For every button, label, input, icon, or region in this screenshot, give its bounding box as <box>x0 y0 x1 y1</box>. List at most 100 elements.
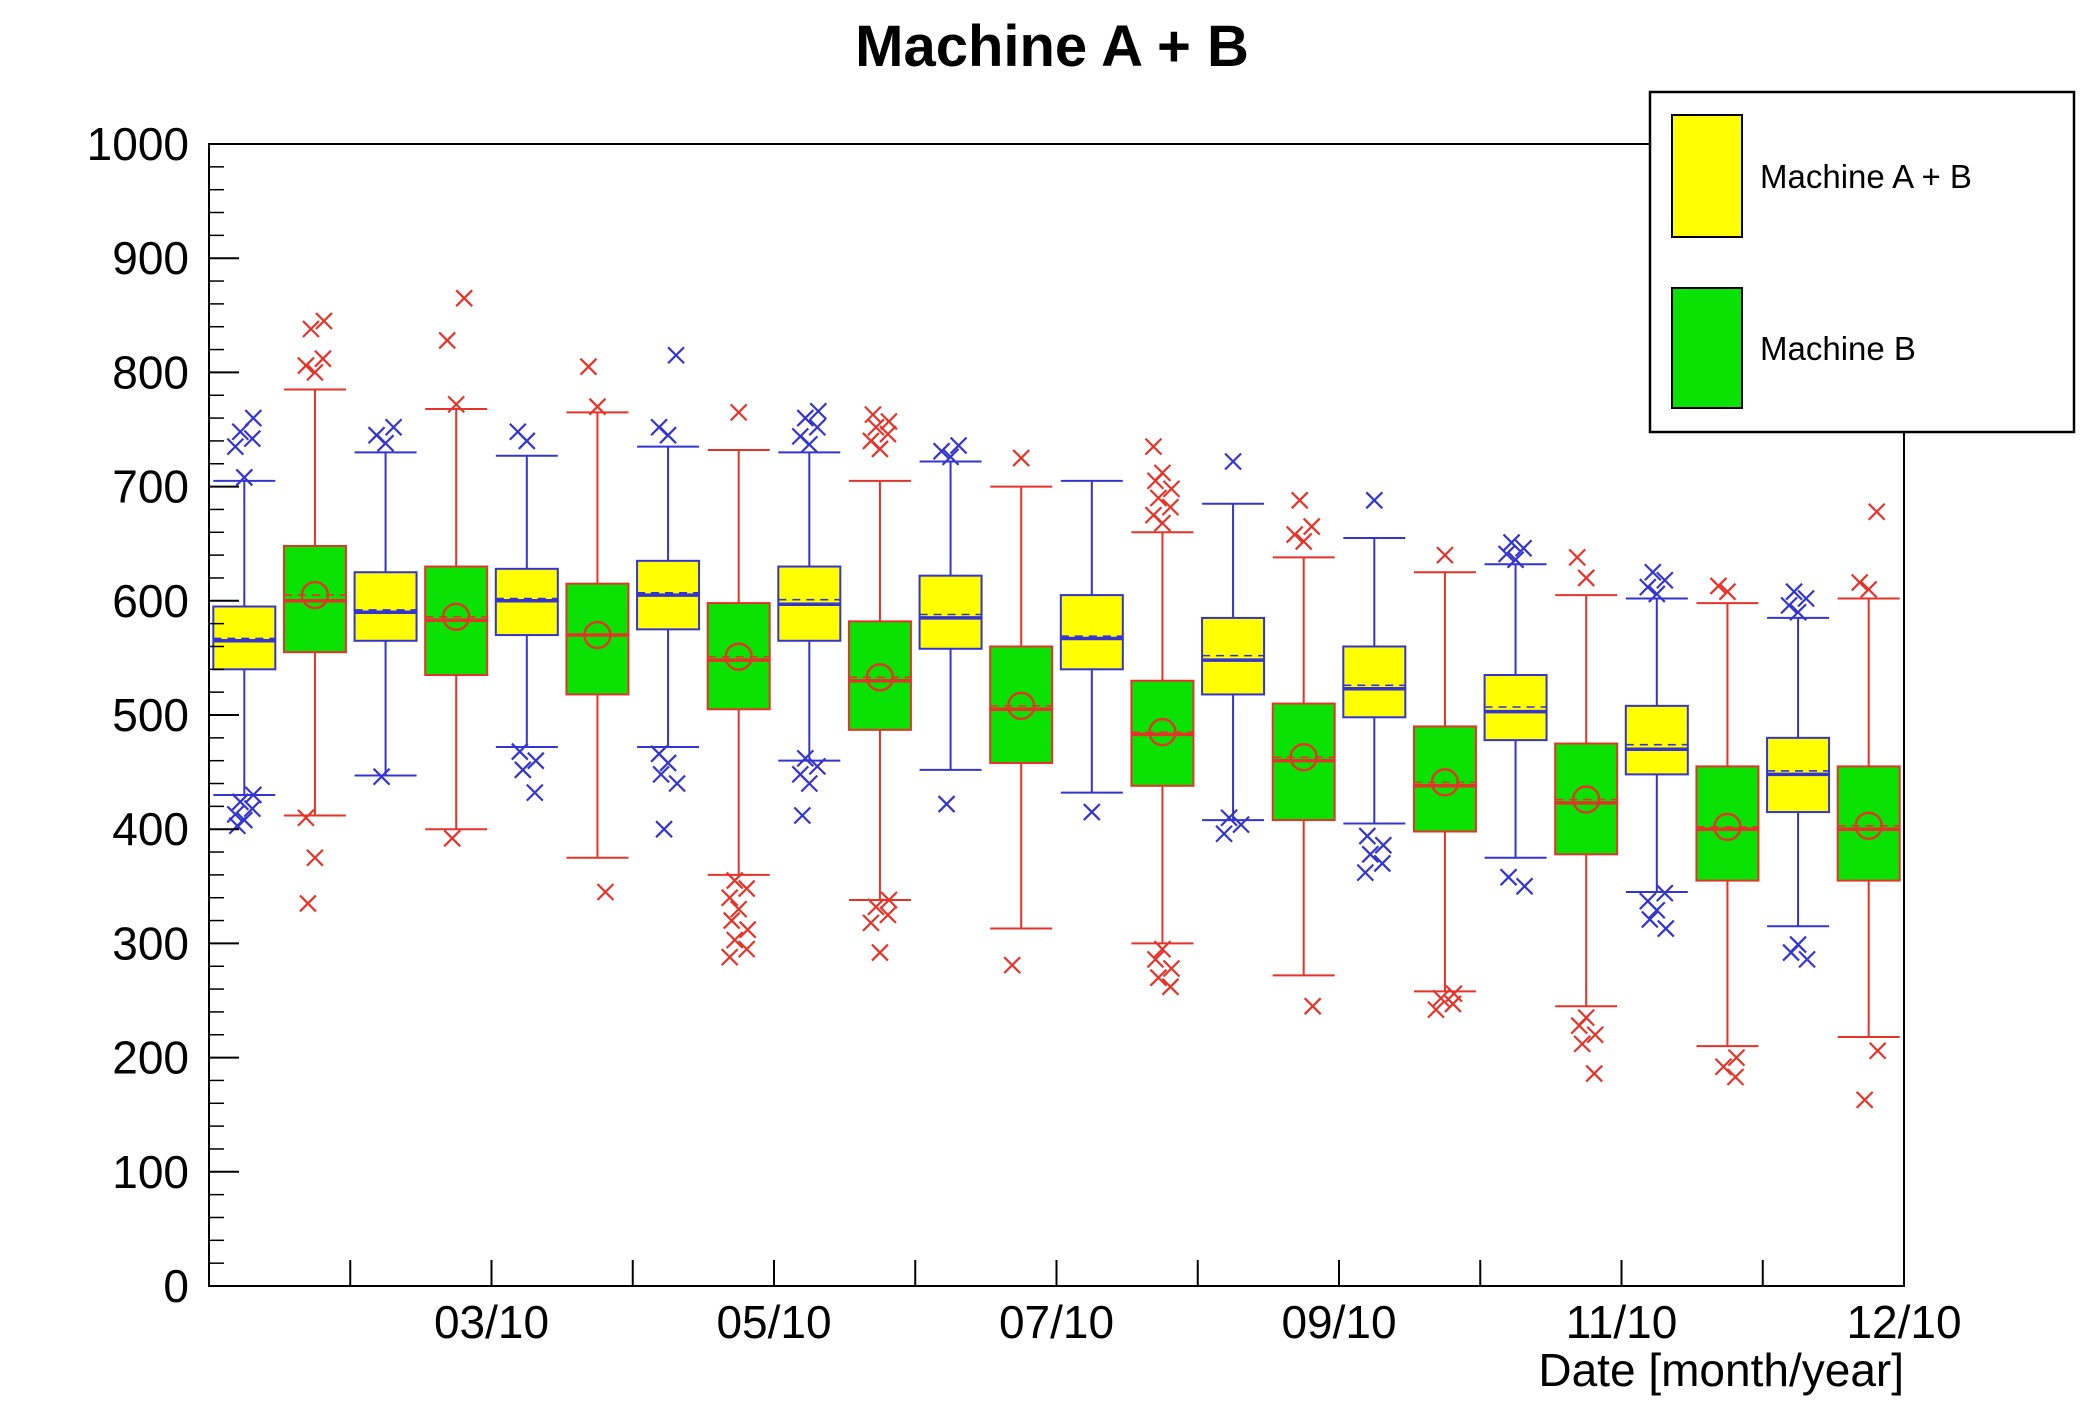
mean-circle-marker <box>1854 811 1883 840</box>
candle-machine-b-month-7 <box>1130 437 1195 996</box>
legend-swatch-machine-b <box>1671 287 1743 409</box>
x-tick-label: 11/10 <box>1566 1296 1678 1348</box>
outlier-cross-marker <box>1577 569 1595 587</box>
outlier-cross-marker <box>791 765 810 784</box>
outlier-cross-marker <box>725 931 744 949</box>
y-tick-label: 0 <box>163 1260 189 1312</box>
outlier-cross-marker <box>384 418 403 436</box>
candle-machine-b-month-6 <box>989 449 1054 974</box>
outlier-cross-marker <box>243 429 262 448</box>
outlier-cross-marker <box>1639 892 1657 910</box>
outlier-cross-marker <box>880 412 898 431</box>
outlier-cross-marker <box>1445 984 1463 1003</box>
outlier-cross-marker <box>1789 935 1807 954</box>
outlier-cross-marker <box>306 848 324 867</box>
outlier-cross-marker <box>1361 845 1380 864</box>
chart-title: Machine A + B <box>855 14 1249 79</box>
outlier-cross-marker <box>302 320 320 338</box>
outlier-cross-marker <box>1499 868 1518 886</box>
outlier-cross-marker <box>1162 480 1181 498</box>
outlier-cross-marker <box>315 312 333 330</box>
outlier-cross-marker <box>1718 582 1737 601</box>
mean-circle-marker <box>1571 785 1601 814</box>
outlier-cross-marker <box>720 888 739 907</box>
outlier-cross-marker <box>372 767 391 786</box>
outlier-cross-marker <box>932 442 951 460</box>
outlier-cross-marker <box>796 409 815 427</box>
outlier-cross-marker <box>793 806 812 825</box>
outlier-cross-marker <box>509 423 527 441</box>
outlier-cross-marker <box>729 403 748 422</box>
x-axis-title: Date [month/year] <box>1538 1344 1904 1396</box>
outlier-cross-marker <box>235 468 254 487</box>
outlier-cross-marker <box>527 751 545 770</box>
y-tick-label: 500 <box>112 689 189 741</box>
outlier-cross-marker <box>1153 464 1172 482</box>
candle-machine-a-b-month-10 <box>1483 533 1548 896</box>
outlier-cross-marker <box>1497 545 1516 563</box>
y-tick-label: 700 <box>112 461 189 513</box>
outlier-cross-marker <box>579 357 598 376</box>
outlier-cross-marker <box>297 809 315 827</box>
outlier-cross-marker <box>738 920 757 939</box>
plot-layer <box>212 289 1901 1109</box>
x-tick-label: 07/10 <box>999 1296 1114 1348</box>
candle-machine-a-b-month-9 <box>1342 491 1407 882</box>
outlier-cross-marker <box>1432 989 1450 1007</box>
outlier-cross-marker <box>809 402 828 421</box>
outlier-cross-marker <box>725 871 744 890</box>
outlier-cross-marker <box>1726 1068 1745 1086</box>
outlier-cross-marker <box>226 437 245 456</box>
outlier-cross-marker <box>791 427 810 446</box>
candle-machine-b-month-5 <box>847 405 912 962</box>
candle-machine-a-b-month-2 <box>353 418 418 786</box>
outlier-cross-marker <box>1294 532 1313 551</box>
outlier-cross-marker <box>1514 539 1533 558</box>
outlier-cross-marker <box>299 894 317 913</box>
outlier-cross-marker <box>737 879 756 898</box>
candle-machine-a-b-month-8 <box>1201 452 1266 843</box>
outlier-cross-marker <box>949 436 968 455</box>
outlier-cross-marker <box>1012 449 1030 467</box>
outlier-cross-marker <box>1161 498 1180 516</box>
outlier-cross-marker <box>1285 525 1304 544</box>
outlier-cross-marker <box>1568 548 1586 567</box>
candle-machine-a-b-month-12 <box>1766 582 1831 969</box>
iqr-box <box>1624 704 1689 776</box>
outlier-cross-marker <box>1639 578 1657 596</box>
outlier-cross-marker <box>722 911 741 930</box>
outlier-cross-marker <box>526 783 544 802</box>
legend-swatch-machine-a-b <box>1671 114 1743 238</box>
axis-layer: 0 100 200 300 400 500 600 700 800 900 1000 03/10 05/… <box>87 118 1962 1348</box>
iqr-box <box>918 574 983 650</box>
outlier-cross-marker <box>1215 824 1233 843</box>
outlier-cross-marker <box>455 289 473 307</box>
outlier-cross-marker <box>314 349 332 368</box>
outlier-cross-marker <box>1641 910 1659 929</box>
x-tick-label: 05/10 <box>716 1296 831 1348</box>
outlier-cross-marker <box>1868 1041 1887 1060</box>
outlier-cross-marker <box>1162 959 1181 978</box>
legend: Machine A + B Machine B <box>1648 90 2076 434</box>
outlier-cross-marker <box>306 363 324 382</box>
outlier-cross-marker <box>1577 1008 1595 1027</box>
candle-machine-b-month-8 <box>1271 491 1336 1015</box>
outlier-cross-marker <box>1083 803 1101 821</box>
outlier-cross-marker <box>1506 550 1525 569</box>
outlier-cross-marker <box>871 943 889 962</box>
x-tick-label: 12/10 <box>1846 1296 1961 1348</box>
iqr-box <box>1836 765 1901 882</box>
outlier-cross-marker <box>1785 582 1803 601</box>
outlier-cross-marker <box>1515 877 1534 896</box>
outlier-cross-marker <box>1859 580 1878 599</box>
outlier-cross-marker <box>1003 956 1021 974</box>
outlier-cross-marker <box>1303 997 1322 1015</box>
outlier-cross-marker <box>596 883 615 901</box>
mean-circle-marker <box>1006 691 1036 721</box>
outlier-cross-marker <box>1358 827 1377 845</box>
outlier-cross-marker <box>1644 563 1662 582</box>
x-tick-label: 09/10 <box>1281 1296 1396 1348</box>
mean-circle-marker <box>1289 743 1318 772</box>
iqr-box <box>1695 765 1760 882</box>
